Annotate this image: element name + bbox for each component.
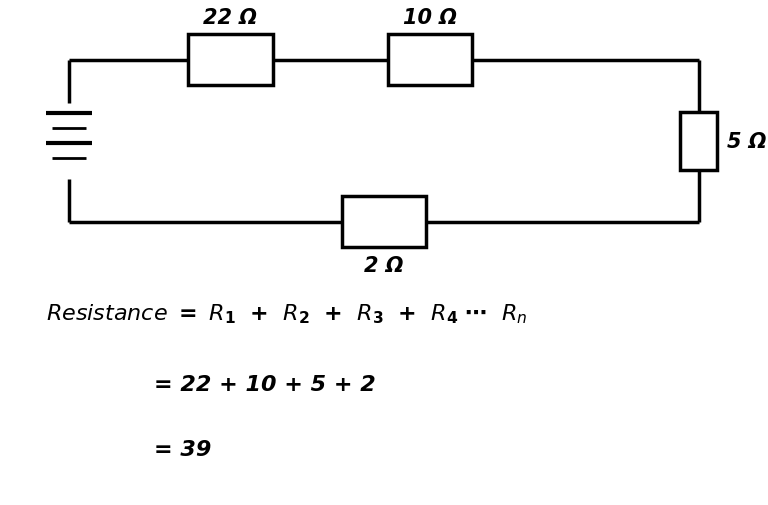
Text: = 39: = 39 (154, 439, 211, 460)
Bar (342, 197, 426, 247)
Text: $\bf{\it{Resistance}}$ $\bf{=}$ $\bf{\it{R}}$$_{\bf{1}}$  $\bf{+}$  $\bf{\it{R}}: $\bf{\it{Resistance}}$ $\bf{=}$ $\bf{\it… (46, 301, 528, 325)
Text: 22 Ω: 22 Ω (204, 8, 257, 28)
Bar (680, 112, 717, 171)
Bar (388, 35, 472, 86)
Text: 5 Ω: 5 Ω (727, 131, 766, 152)
Text: 10 Ω: 10 Ω (403, 8, 457, 28)
Text: 2 Ω: 2 Ω (364, 255, 404, 275)
Text: = 22 + 10 + 5 + 2: = 22 + 10 + 5 + 2 (154, 374, 376, 394)
Bar (188, 35, 273, 86)
